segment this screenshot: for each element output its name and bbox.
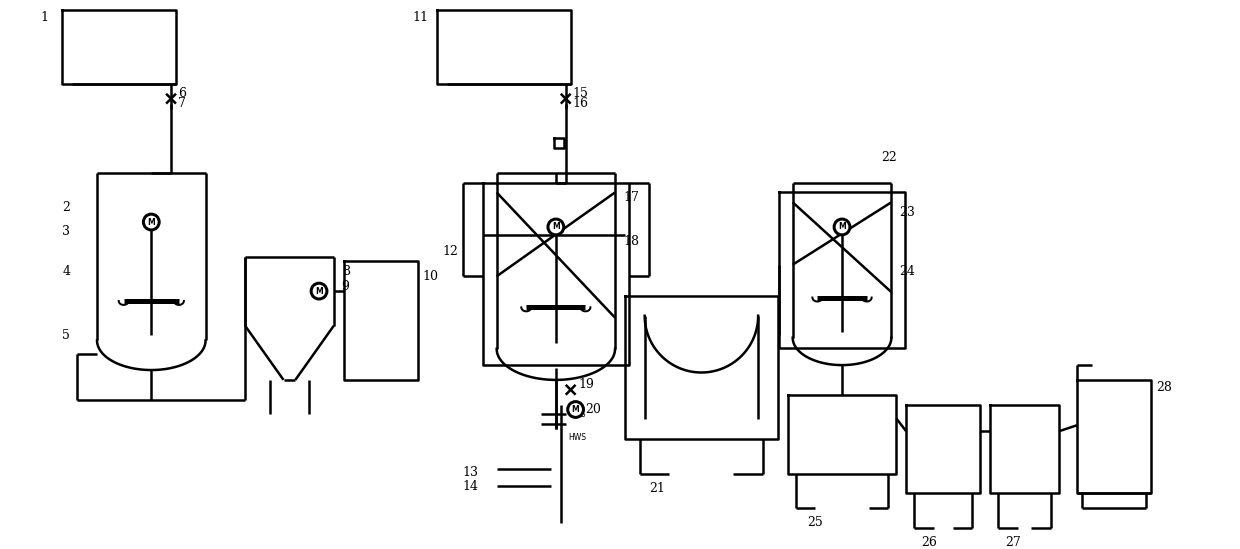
Text: 6: 6: [177, 87, 186, 100]
Text: 3: 3: [62, 226, 71, 238]
Text: HWS: HWS: [569, 433, 587, 441]
Circle shape: [144, 214, 159, 230]
Text: M: M: [838, 222, 846, 232]
Text: 26: 26: [921, 536, 937, 549]
Circle shape: [568, 402, 584, 417]
Text: 8: 8: [342, 265, 350, 278]
Text: 17: 17: [622, 191, 639, 204]
Circle shape: [835, 219, 849, 235]
Text: M: M: [552, 222, 559, 232]
Circle shape: [311, 283, 327, 299]
Text: 25: 25: [807, 517, 823, 529]
Text: 21: 21: [650, 482, 666, 495]
Text: 5: 5: [62, 329, 71, 342]
Text: 7: 7: [177, 97, 186, 110]
Text: 23: 23: [899, 206, 915, 219]
Text: 20: 20: [585, 403, 601, 416]
Text: CWS: CWS: [569, 410, 587, 419]
Text: 15: 15: [573, 87, 589, 100]
Text: M: M: [148, 217, 155, 227]
Text: 4: 4: [62, 265, 71, 278]
Text: 2: 2: [62, 201, 71, 214]
Text: 22: 22: [882, 152, 898, 164]
Text: 16: 16: [573, 97, 589, 110]
Text: 10: 10: [423, 270, 439, 283]
Text: 11: 11: [413, 12, 429, 24]
Text: 9: 9: [342, 279, 350, 293]
Text: 19: 19: [579, 378, 594, 391]
Text: 27: 27: [1004, 536, 1021, 549]
Text: 1: 1: [41, 12, 48, 24]
Circle shape: [548, 219, 564, 235]
Text: 12: 12: [443, 245, 459, 258]
Text: 14: 14: [463, 480, 479, 493]
Text: 24: 24: [899, 265, 915, 278]
Text: 28: 28: [1156, 382, 1172, 394]
Text: 18: 18: [622, 236, 639, 248]
Text: M: M: [572, 405, 579, 414]
Text: M: M: [315, 287, 322, 295]
Text: 13: 13: [463, 466, 479, 479]
